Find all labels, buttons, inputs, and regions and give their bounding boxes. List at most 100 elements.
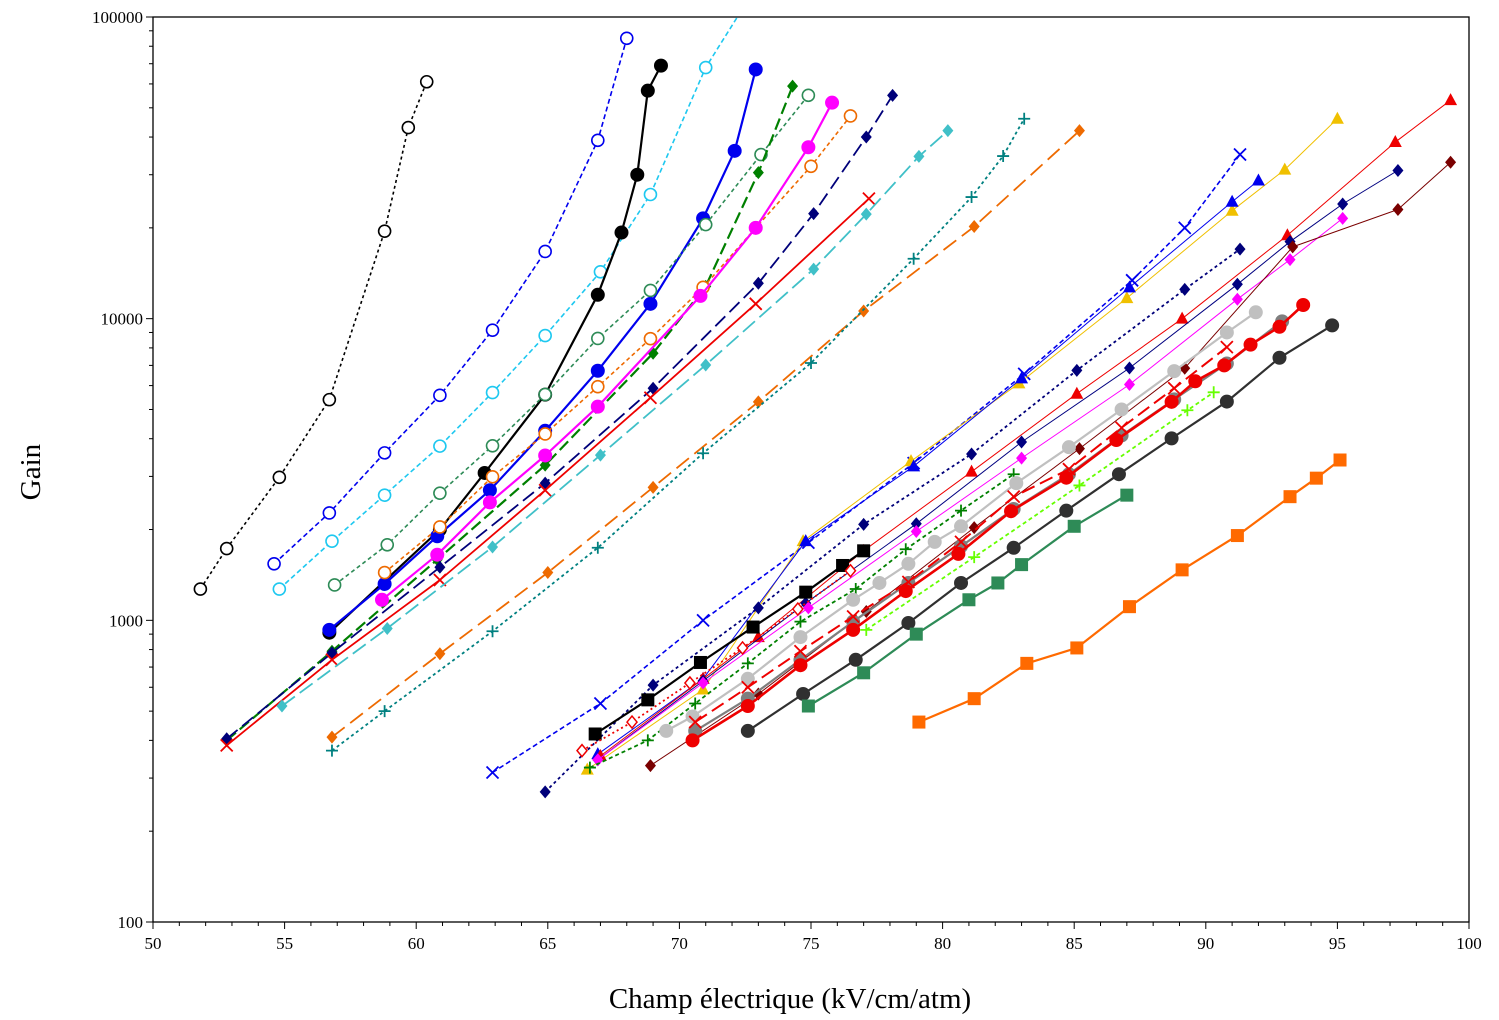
data-point	[276, 699, 288, 713]
data-point	[1120, 488, 1134, 502]
data-point	[848, 652, 863, 667]
data-point	[793, 658, 808, 673]
data-point	[641, 734, 654, 747]
data-point	[696, 613, 710, 627]
series-line	[597, 169, 1399, 761]
data-point	[752, 166, 764, 180]
data-point	[1114, 421, 1129, 435]
x-tick-label: 65	[539, 934, 556, 953]
data-point	[1067, 519, 1081, 533]
data-point	[1337, 211, 1349, 225]
data-point	[693, 288, 708, 303]
data-point	[539, 785, 551, 799]
data-point	[643, 296, 658, 311]
data-point	[325, 653, 339, 667]
data-point	[647, 480, 659, 494]
data-point	[1225, 194, 1239, 207]
data-point	[836, 558, 850, 572]
x-axis-title: Champ électrique (kV/cm/atm)	[609, 983, 971, 1015]
data-point	[590, 287, 605, 302]
data-point	[927, 534, 942, 549]
x-tick-label: 95	[1329, 934, 1346, 953]
data-point	[968, 551, 981, 564]
data-point	[808, 262, 820, 276]
data-point	[1337, 197, 1349, 211]
data-point	[962, 593, 976, 607]
data-point	[965, 464, 979, 477]
data-point	[1167, 364, 1182, 379]
data-point	[887, 88, 899, 102]
data-point	[1392, 203, 1404, 217]
data-point	[485, 765, 500, 780]
data-point	[844, 563, 857, 578]
series-12	[276, 124, 954, 713]
data-point	[1233, 147, 1247, 162]
data-point	[872, 575, 887, 590]
data-point	[272, 582, 287, 596]
data-point	[272, 470, 287, 485]
data-point	[1272, 319, 1287, 334]
data-point	[912, 715, 926, 729]
data-point	[1296, 297, 1311, 312]
data-point	[591, 331, 605, 346]
data-point	[799, 534, 813, 547]
series-25	[583, 468, 1020, 774]
data-point	[1020, 656, 1034, 670]
data-point	[1073, 479, 1086, 492]
series-line	[492, 154, 1241, 774]
data-point	[1167, 381, 1181, 395]
data-point	[377, 488, 392, 502]
data-point	[740, 723, 755, 738]
data-point	[965, 191, 978, 204]
data-point	[1073, 442, 1085, 456]
data-point	[907, 252, 920, 265]
x-tick-label: 80	[934, 934, 951, 953]
data-point	[801, 88, 816, 103]
data-point	[591, 379, 605, 394]
data-point	[898, 584, 913, 599]
data-point	[1251, 173, 1265, 186]
data-point	[1059, 470, 1074, 485]
data-point	[430, 547, 445, 562]
data-point	[325, 534, 339, 548]
data-point	[843, 109, 858, 123]
data-point	[1070, 641, 1084, 655]
data-point	[685, 733, 700, 748]
data-point	[1278, 162, 1292, 175]
data-point	[485, 323, 500, 337]
data-point	[1007, 490, 1021, 504]
data-point	[1219, 394, 1234, 409]
data-point	[327, 578, 342, 592]
data-point	[1015, 558, 1029, 572]
data-point	[1009, 476, 1024, 491]
series-line	[225, 85, 794, 742]
data-point	[1073, 124, 1085, 138]
data-point	[787, 79, 799, 93]
data-point	[1111, 467, 1126, 482]
data-point	[741, 680, 755, 694]
data-point	[433, 486, 447, 500]
data-point	[846, 622, 861, 637]
data-point	[485, 385, 500, 400]
data-point	[538, 328, 552, 343]
data-point	[1219, 325, 1234, 340]
data-point	[913, 149, 925, 163]
data-point	[748, 62, 763, 77]
series-23	[588, 544, 871, 741]
data-point	[804, 159, 818, 174]
x-tick-label: 100	[1456, 934, 1482, 953]
y-tick-label: 10000	[101, 310, 144, 329]
data-point	[619, 31, 634, 46]
data-point	[325, 744, 338, 757]
series-28	[688, 340, 1234, 729]
series-9	[374, 95, 840, 607]
data-point	[322, 506, 337, 520]
series-15	[485, 147, 1247, 780]
data-point	[433, 520, 447, 534]
series-line	[544, 248, 1241, 793]
data-point	[591, 133, 605, 148]
data-point	[377, 565, 392, 580]
data-point	[1188, 374, 1203, 389]
series-line	[597, 218, 1344, 761]
data-point	[1061, 440, 1076, 455]
